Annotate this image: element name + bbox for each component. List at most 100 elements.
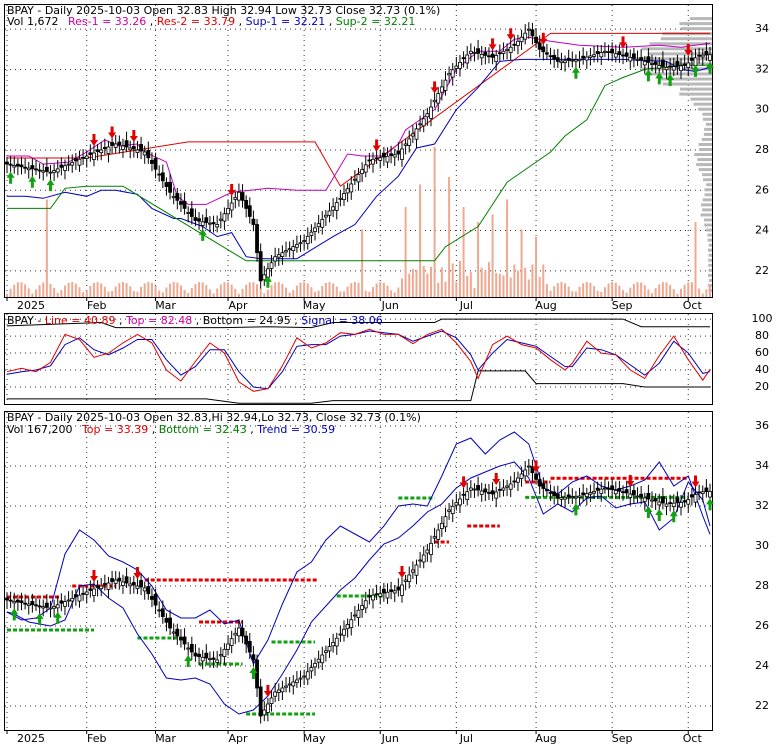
trend-candle-body	[352, 614, 357, 617]
trend-candle-body	[128, 583, 133, 587]
trend-candle-body	[182, 636, 187, 645]
price-candle-body	[465, 54, 470, 64]
trend-candle-body	[447, 509, 451, 512]
y-tick-label: 28	[755, 579, 769, 592]
y-tick-label: 26	[755, 619, 769, 632]
price-candle-body	[298, 242, 303, 245]
trend-candle-body	[646, 492, 651, 500]
price-candle-body	[646, 56, 651, 63]
price-title: BPAY - Daily 2025-10-03 Open 32.83 High …	[7, 4, 440, 17]
stoch-top-line	[6, 318, 710, 329]
price-candle-body	[334, 202, 339, 211]
trend-candle-body	[588, 492, 593, 495]
volume-bar	[524, 267, 527, 297]
price-candle-body	[323, 214, 328, 218]
volume-bar	[361, 229, 364, 297]
x-month-label: Oct	[683, 299, 703, 312]
axis-labels: 22 24 26 28 30 32 34 20 40 60 80 100 22 24 26 28 30 32 34 3…	[6, 22, 773, 745]
volume-bar	[567, 286, 570, 297]
trend-candle-body	[327, 646, 332, 652]
trend-candle-body	[534, 473, 538, 480]
price-candle-body	[400, 148, 404, 160]
trend-candle-body	[624, 489, 629, 494]
volume-bar	[614, 282, 617, 297]
price-candle-body	[632, 53, 636, 59]
trend-candle-body	[55, 604, 60, 609]
trend-buy-arrow	[571, 503, 580, 516]
volume-bar	[603, 287, 606, 297]
volume-bar	[560, 282, 563, 297]
volume-profile-bar	[703, 132, 712, 136]
trend-candle-body	[581, 492, 586, 496]
volume-bar	[618, 285, 621, 297]
buy-arrow	[28, 175, 37, 188]
volume-bar	[346, 286, 349, 297]
price-candle-body	[48, 171, 53, 174]
volume-bar	[542, 264, 545, 297]
volume-bar	[415, 269, 418, 297]
trend-candle-body	[197, 653, 201, 658]
trend-candle-body	[168, 617, 172, 629]
price-candle-body	[450, 69, 455, 78]
volume-profile	[633, 17, 712, 292]
trend-candle-body	[396, 586, 401, 591]
volume-bar	[324, 282, 327, 297]
price-candle-body	[302, 240, 307, 243]
price-candle-body	[12, 165, 17, 168]
volume-bar	[82, 292, 85, 297]
volume-bar	[487, 262, 490, 297]
price-candle-body	[574, 59, 578, 62]
price-candle-body	[603, 50, 607, 53]
price-candle-body	[537, 42, 542, 50]
trend-candle-body	[468, 487, 473, 491]
x-month-label: Apr	[229, 732, 249, 745]
price-candle-body	[494, 54, 499, 62]
volume-bar	[56, 292, 59, 297]
volume-profile-bar	[705, 122, 712, 126]
volume-bar	[357, 283, 360, 297]
trend-candle-body	[664, 503, 669, 507]
trend-candle-body	[512, 480, 517, 483]
volume-bar	[535, 237, 538, 297]
trend-candle-body	[545, 489, 549, 492]
volume-bar	[230, 284, 233, 297]
price-candle-body	[454, 65, 459, 69]
volume-bar	[556, 283, 559, 297]
volume-bar	[132, 291, 135, 297]
sell-arrow	[430, 81, 439, 94]
trend-series	[5, 431, 714, 724]
trend-candle-body	[287, 683, 292, 686]
price-candle-body	[128, 147, 133, 151]
volume-bar	[303, 282, 306, 297]
volume-bar	[150, 282, 153, 297]
price-candle-body	[208, 222, 212, 225]
price-candle-body	[121, 145, 125, 150]
trend-candle-body	[92, 588, 96, 596]
trend-bottom-label: Bottom = 32.43	[159, 423, 247, 436]
volume-profile-bar	[708, 268, 712, 272]
volume-profile-bar	[680, 87, 712, 91]
price-candle-body	[624, 52, 629, 57]
volume-bar	[317, 290, 320, 297]
trend-candle-body	[537, 479, 542, 487]
trend-candle-body	[266, 703, 270, 713]
trend-candle-body	[124, 576, 129, 584]
price-candle-body	[389, 153, 394, 156]
price-candle-body	[599, 52, 604, 58]
price-candle-body	[316, 223, 321, 228]
trend-candle-body	[490, 490, 495, 495]
price-candle-body	[153, 157, 158, 170]
volume-bar	[462, 207, 465, 297]
trend-candle-body	[110, 578, 114, 582]
price-candle-body	[113, 143, 118, 148]
price-candle-body	[639, 57, 644, 61]
price-series	[5, 22, 714, 289]
volume-bar	[393, 292, 396, 297]
price-candle-body	[255, 224, 259, 254]
trend-candle-body	[595, 487, 600, 491]
trend-candle-body	[660, 496, 665, 504]
price-candle-body	[15, 163, 20, 167]
volume-bar	[208, 289, 211, 297]
